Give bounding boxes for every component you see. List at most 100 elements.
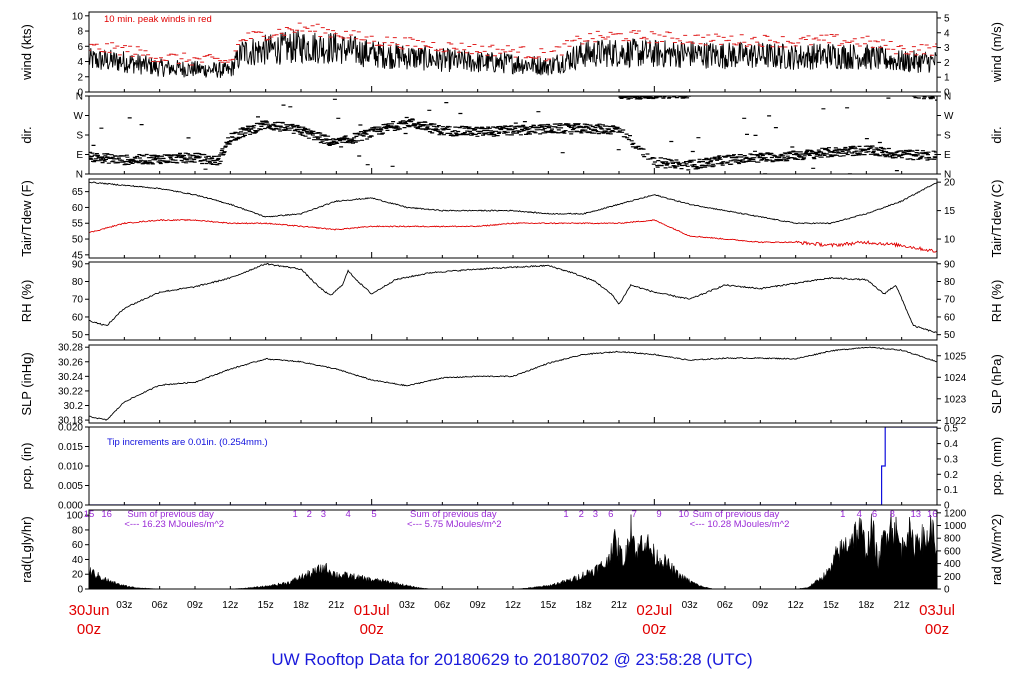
left-tick-label: 60 <box>72 203 84 214</box>
right-tick-label: 1022 <box>944 416 967 427</box>
ylabel-right: dir. <box>989 126 1004 143</box>
plot-area-pcp <box>89 427 937 505</box>
time-tick-label: 12z <box>222 600 238 611</box>
date-hour-label: 00z <box>925 621 949 638</box>
left-tick-label: 100 <box>66 511 83 522</box>
left-tick-label: 6 <box>77 42 83 53</box>
right-tick-label: 0 <box>944 501 950 512</box>
rad-hour-mark: 3 <box>593 509 598 520</box>
left-tick-label: 30.26 <box>58 357 83 368</box>
ylabel-left: dir. <box>19 126 34 143</box>
plot-area-temp <box>89 181 937 253</box>
date-label: 30Jun <box>69 602 110 619</box>
right-tick-label: 20 <box>944 178 956 189</box>
left-tick-label: 4 <box>77 57 83 68</box>
date-hour-label: 00z <box>360 621 384 638</box>
left-tick-label: 30.2 <box>64 401 84 412</box>
rad-annotation: Sum of previous day <box>693 509 780 520</box>
left-tick-label: 60 <box>72 540 84 551</box>
right-tick-label: N <box>944 92 951 103</box>
left-tick-label: 0.020 <box>58 423 83 434</box>
right-tick-label: 10 <box>944 235 956 246</box>
ylabel-left: wind (kts) <box>19 24 34 81</box>
left-tick-label: 30.28 <box>58 343 83 354</box>
right-tick-label: 4 <box>944 28 950 39</box>
left-tick-label: 50 <box>72 235 84 246</box>
time-tick-label: 18z <box>293 600 309 611</box>
time-tick-label: 03z <box>116 600 132 611</box>
panel-frame <box>88 344 938 424</box>
left-tick-label: 30.22 <box>58 386 83 397</box>
rad-hour-mark: 6 <box>872 509 877 520</box>
right-tick-label: 15 <box>944 206 956 217</box>
rad-hour-mark: 5 <box>371 509 376 520</box>
figure-title: UW Rooftop Data for 20180629 to 20180702… <box>271 650 753 669</box>
ylabel-right: wind (m/s) <box>989 22 1004 83</box>
right-tick-label: 0.1 <box>944 485 958 496</box>
left-tick-label: 90 <box>72 259 84 270</box>
wind-annotation: 10 min. peak winds in red <box>104 14 212 25</box>
rad-hour-mark: 4 <box>345 509 350 520</box>
series-tdew <box>89 218 937 253</box>
plot-area-wind <box>89 22 937 78</box>
ylabel-left: pcp. (in) <box>19 443 34 490</box>
rad-hour-mark: 7 <box>632 509 637 520</box>
rad-hour-mark: 1 <box>292 509 297 520</box>
rad-annotation: Sum of previous day <box>410 509 497 520</box>
date-label: 03Jul <box>919 602 955 619</box>
ylabel-right: pcp. (mm) <box>989 437 1004 496</box>
left-tick-label: 55 <box>72 219 84 230</box>
panel-frame <box>88 509 938 590</box>
left-tick-label: 70 <box>72 295 84 306</box>
right-tick-label: N <box>944 170 951 181</box>
time-tick-label: 09z <box>470 600 486 611</box>
panel-slp: 30.18 30.2 30.22 30.24 30.26 30.28 1022 1023 102… <box>19 343 1004 427</box>
series-slp <box>89 346 937 421</box>
left-tick-label: 60 <box>72 312 84 323</box>
right-tick-label: 0.3 <box>944 454 958 465</box>
date-hour-label: 00z <box>642 621 666 638</box>
right-tick-label: 80 <box>944 277 956 288</box>
time-axis: 03z 06z 09z 12z 15z 18z 21z 03z 06z 09z 12z 15z 18z 2… <box>69 600 955 638</box>
left-tick-label: 0 <box>77 585 83 596</box>
right-tick-label: 1200 <box>944 508 967 519</box>
left-tick-label: 30.18 <box>58 416 83 427</box>
plot-area-dir <box>89 96 937 174</box>
time-tick-label: 12z <box>788 600 804 611</box>
time-tick-label: 09z <box>187 600 203 611</box>
time-tick-label: 03z <box>682 600 698 611</box>
time-tick-label: 12z <box>505 600 521 611</box>
right-tick-label: 50 <box>944 330 956 341</box>
rad-hour-mark: 1 <box>563 509 568 520</box>
right-tick-label: 0.2 <box>944 470 958 481</box>
series-direction <box>89 96 937 174</box>
panel-rad: 020406080100020040060080010001200rad(Lgl… <box>19 508 1004 595</box>
rad-annotation: <--- 10.28 MJoules/m^2 <box>690 519 790 530</box>
right-tick-label: 0.4 <box>944 439 958 450</box>
left-tick-label: 50 <box>72 330 84 341</box>
left-tick-label: N <box>76 92 83 103</box>
panel-rh: 50 60 70 80 90 50 60 70 80 90 RH (%) RH (%) <box>19 259 1004 341</box>
time-tick-label: 06z <box>717 600 733 611</box>
rad-annotation: Sum of previous day <box>127 509 214 520</box>
ylabel-left: SLP (inHg) <box>19 352 34 415</box>
right-tick-label: E <box>944 150 951 161</box>
time-tick-label: 03z <box>399 600 415 611</box>
panel-frame <box>88 11 938 93</box>
left-tick-label: 0.010 <box>58 462 83 473</box>
right-tick-label: S <box>944 131 951 142</box>
panel-wind: 0 2 4 6 8 10 0 1 2 3 4 5 wind (kts) wind (m/s) 10 min.… <box>19 11 1004 98</box>
rad-hour-mark: 10 <box>678 509 689 520</box>
rad-hour-mark: 2 <box>307 509 312 520</box>
time-tick-label: 06z <box>434 600 450 611</box>
left-tick-label: 2 <box>77 72 83 83</box>
panel-frame <box>88 261 938 341</box>
rad-hour-mark: 6 <box>608 509 613 520</box>
right-tick-label: 200 <box>944 572 961 583</box>
panel-pcp: 0.000 0.005 0.010 0.015 0.020 0 0.1 0.2 0.3 0.4 0.… <box>19 423 1004 512</box>
right-tick-label: 1000 <box>944 521 967 532</box>
left-tick-label: 45 <box>72 250 84 261</box>
time-tick-label: 09z <box>752 600 768 611</box>
right-tick-label: 90 <box>944 259 956 270</box>
